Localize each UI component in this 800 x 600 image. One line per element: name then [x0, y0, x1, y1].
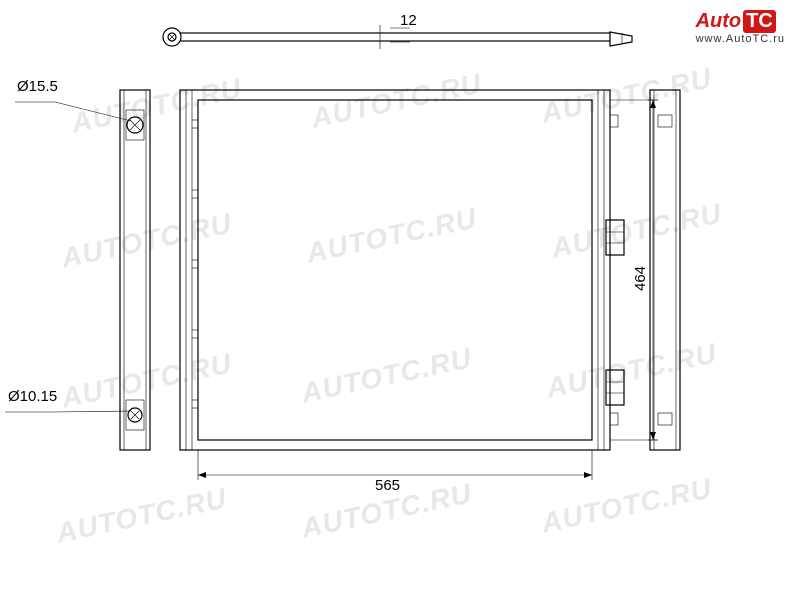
dim-diameter-1: Ø15.5 — [17, 78, 58, 95]
technical-drawing — [0, 0, 800, 600]
dim-width: 565 — [375, 477, 400, 494]
dim-height: 464 — [632, 266, 649, 291]
dim-diameter-2: Ø10.15 — [8, 388, 57, 405]
dim-top-thickness: 12 — [400, 12, 417, 29]
